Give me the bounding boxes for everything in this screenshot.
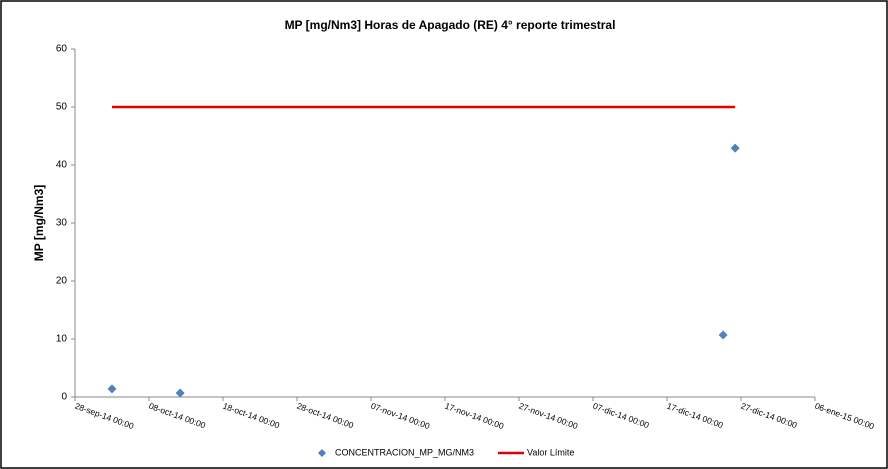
y-tick-label: 60 [56,44,68,55]
y-tick-label: 20 [56,276,68,287]
y-tick-label: 30 [56,218,68,229]
chart-title: MP [mg/Nm3] Horas de Apagado (RE) 4° rep… [285,18,616,32]
y-tick-label: 40 [56,160,68,171]
legend-marker [318,449,326,457]
point [718,330,728,340]
y-tick-label: 10 [56,334,68,345]
y-tick-label: 50 [56,102,68,113]
legend-label: Valor Límite [527,447,574,457]
y-tick-label: 0 [61,392,67,403]
point [175,388,185,398]
point [730,143,740,153]
legend-label: CONCENTRACION_MP_MG/NM3 [335,447,474,457]
point [107,384,117,394]
y-axis-label: MP [mg/Nm3] [32,185,46,261]
